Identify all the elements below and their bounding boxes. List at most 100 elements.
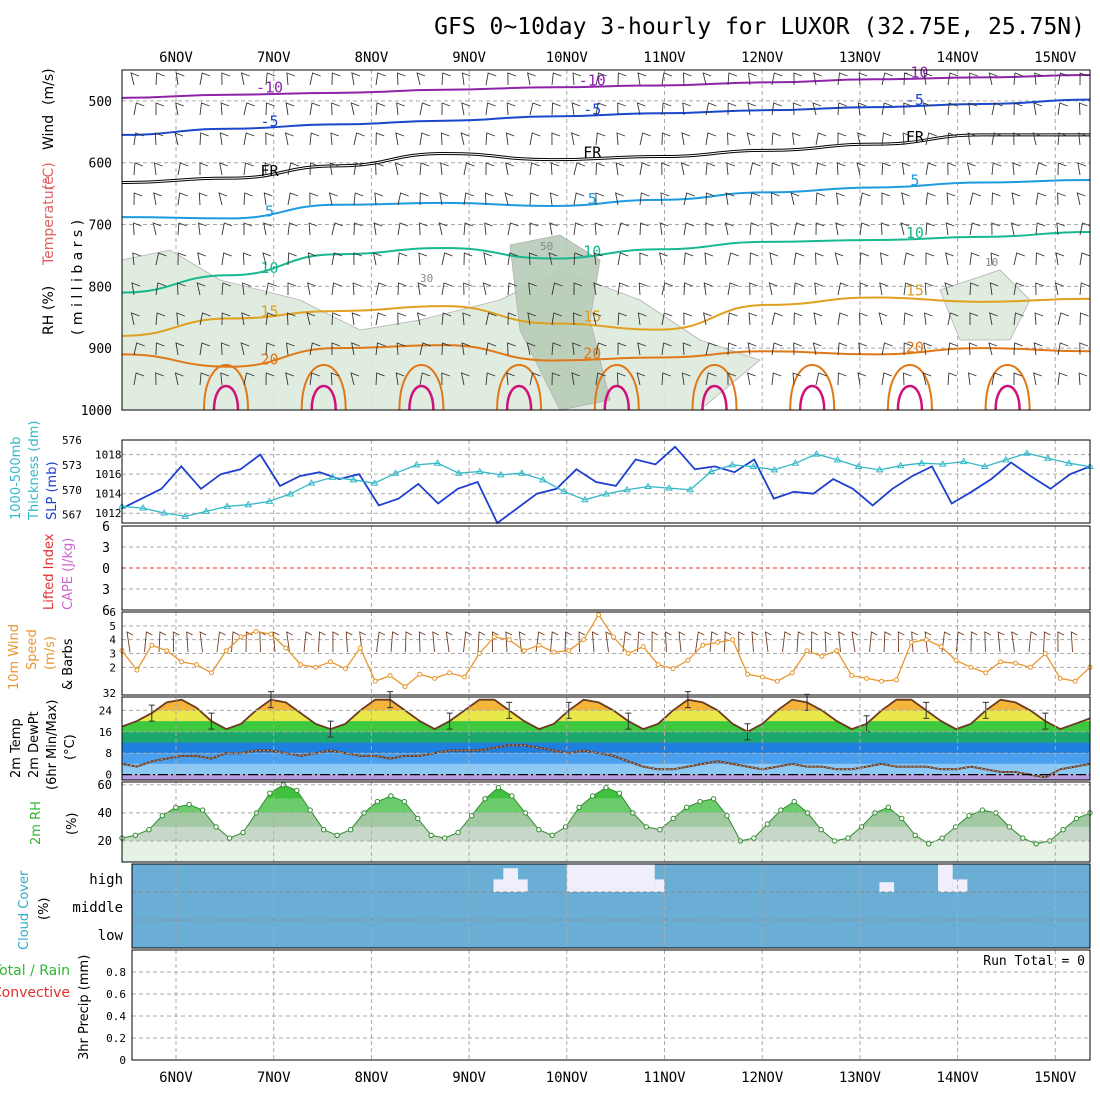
thickness-point [917, 459, 926, 466]
thickness-tick-label: 573 [62, 459, 82, 472]
wind-barb [463, 162, 475, 176]
wind-barb [991, 162, 1002, 176]
wind-barb [705, 102, 717, 116]
wind-barb [639, 252, 649, 266]
wind-barb [991, 222, 1000, 236]
wind-barb [551, 72, 562, 86]
rh-point [1033, 841, 1039, 847]
rh-point [926, 841, 932, 847]
isotherm-label: -5 [583, 100, 601, 118]
wind-barb [351, 312, 361, 326]
wind-barb-10m [216, 631, 226, 653]
thickness-point [896, 461, 905, 469]
day-label-bottom: 7NOV [257, 1070, 291, 1086]
cloud-level-label: middle [72, 900, 123, 916]
pressure-tick-label: 500 [89, 95, 112, 110]
rh-point [321, 827, 327, 833]
wind-barb [463, 222, 474, 236]
wind-barb [837, 372, 847, 386]
rh-point [146, 827, 152, 833]
wind-barb [771, 192, 780, 206]
wind-barb [221, 72, 230, 86]
slp-label: SLP (mb) [45, 461, 60, 520]
wind-barb [241, 282, 251, 296]
wind-barb [924, 282, 934, 296]
rh-point [912, 832, 918, 838]
wind-barb [265, 312, 276, 326]
thickness-point [602, 489, 610, 497]
wind-barb [969, 282, 979, 296]
wind-barb [1057, 192, 1066, 206]
wind-speed-point [283, 645, 289, 651]
lifted-index-tick-label: 0 [102, 562, 110, 577]
wind-barb-10m [550, 631, 559, 653]
wind-barb-10m [172, 631, 180, 653]
wind-barb [351, 72, 361, 86]
wind-barb [133, 222, 142, 236]
rh-point [751, 835, 757, 841]
isotherm-label: 20 [261, 351, 279, 369]
rh-point [468, 813, 475, 819]
thickness-point [454, 469, 463, 476]
rh-point [186, 801, 192, 808]
wind-barb [485, 372, 496, 386]
wind-speed-point [328, 659, 333, 665]
wind-barb-10m [405, 631, 413, 653]
precip-unit-label: 3hr Precip (mm) [77, 955, 92, 1060]
wind-barb [638, 282, 648, 296]
rh-point [374, 798, 381, 805]
lifted-index-tick-label: 3 [102, 583, 110, 598]
wind-barb [133, 162, 144, 176]
isotherm-label: -10 [579, 71, 606, 89]
wind-barb [925, 222, 935, 236]
wind-barb [548, 252, 558, 266]
wind-barb [199, 342, 211, 356]
wind-speed-point [298, 662, 304, 668]
wind-barb [1035, 252, 1045, 266]
wind-speed-point [700, 642, 706, 648]
wind-barb [287, 162, 299, 176]
wind-speed-point [670, 666, 676, 672]
wind-barb [198, 192, 208, 206]
wind-barb [903, 312, 914, 326]
rh-band [122, 826, 1090, 841]
wind-barb [133, 132, 144, 146]
wind-barb [593, 282, 602, 296]
wind-barb [771, 102, 782, 116]
wind-barb [307, 282, 316, 296]
wind-barb [285, 102, 295, 116]
rh-point [536, 827, 542, 833]
wind-barb [661, 102, 672, 116]
wind-barb [551, 102, 561, 116]
wind-barb [814, 282, 823, 296]
wind-barb [549, 222, 558, 236]
wind-speed-point [893, 677, 899, 683]
wind-barb [506, 102, 516, 116]
isotherm-label: 10 [583, 243, 601, 261]
thickness-point [875, 465, 884, 473]
wind-barb [1056, 222, 1066, 236]
wind-barb [1013, 132, 1022, 146]
wind-barb [1013, 252, 1025, 266]
isotherm-label: -5 [906, 91, 924, 109]
day-label-top: 10NOV [546, 50, 589, 66]
wind-speed-point [655, 662, 661, 668]
wind-barb [1035, 282, 1044, 296]
wind-barb [615, 162, 625, 176]
wind-barb [947, 342, 958, 356]
wind-barb [263, 192, 273, 206]
wind-barb [1076, 192, 1086, 206]
wind-barb [881, 192, 891, 205]
wind-barb [703, 282, 713, 296]
wind-barb [331, 222, 343, 236]
wind-barb [793, 312, 803, 326]
wind-barb [1055, 252, 1065, 266]
wind-barb [373, 222, 383, 236]
rh-point [791, 798, 797, 805]
wind-barb [727, 252, 739, 266]
rh-point [159, 813, 166, 819]
wind-barb [507, 312, 517, 326]
wind-barb [747, 342, 757, 356]
wind-barb [903, 372, 912, 386]
panel-frame [131, 949, 1091, 1061]
